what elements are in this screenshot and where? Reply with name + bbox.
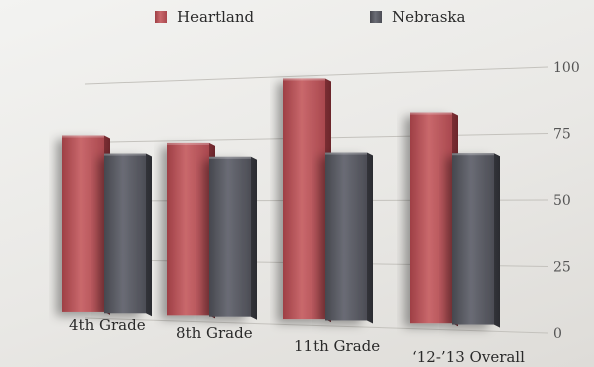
bar-nebraska-12-13-overall — [452, 153, 494, 325]
bar-heartland-8th-grade — [167, 142, 209, 316]
bar-heartland-12-13-overall — [410, 112, 452, 324]
gridline-0 — [84, 317, 549, 334]
gridline-100 — [84, 66, 549, 85]
legend-swatch-nebraska — [370, 11, 382, 23]
bar-highlight-nebraska-4th-grade — [104, 153, 146, 156]
y-axis: 0 25 50 75 100 — [553, 60, 580, 342]
bar-highlight-heartland-11th-grade — [283, 78, 325, 81]
legend-label-heartland: Heartland — [177, 8, 255, 26]
x-label-11th-grade: 11th Grade — [294, 337, 380, 355]
x-axis-labels: 4th Grade 8th Grade 11th Grade ‘12-’13 Over… — [69, 316, 525, 366]
bar-nebraska-4th-grade — [104, 153, 146, 314]
bar-heartland-4th-grade — [62, 135, 104, 312]
x-label-8th-grade: 8th Grade — [176, 324, 253, 342]
bar-highlight-heartland-4th-grade — [62, 135, 104, 138]
bar-side-nebraska-12-13-overall — [494, 153, 500, 328]
bar-highlight-nebraska-11th-grade — [325, 152, 367, 155]
bar-highlight-nebraska-12-13-overall — [452, 153, 494, 156]
y-tick-label-75: 75 — [553, 127, 571, 143]
y-tick-label-100: 100 — [553, 60, 580, 76]
bar-nebraska-11th-grade — [325, 152, 367, 321]
bar-nebraska-8th-grade — [209, 156, 251, 317]
bar-highlight-nebraska-8th-grade — [209, 156, 251, 159]
legend-label-nebraska: Nebraska — [392, 8, 466, 26]
x-label-4th-grade: 4th Grade — [69, 316, 146, 334]
bars — [62, 78, 500, 328]
y-tick-label-25: 25 — [553, 260, 571, 276]
legend-item-heartland: Heartland — [155, 8, 255, 26]
legend: Heartland Nebraska — [155, 8, 466, 26]
legend-swatch-heartland — [155, 11, 167, 23]
y-tick-label-50: 50 — [553, 193, 571, 209]
bar-heartland-11th-grade — [283, 78, 325, 320]
bar-side-nebraska-4th-grade — [146, 153, 152, 317]
legend-item-nebraska: Nebraska — [370, 8, 466, 26]
x-label-12-13-overall: ‘12-’13 Overall — [412, 348, 525, 366]
y-tick-label-0: 0 — [553, 326, 562, 342]
bar-highlight-heartland-12-13-overall — [410, 112, 452, 115]
bar-side-nebraska-11th-grade — [367, 152, 373, 324]
bar-side-nebraska-8th-grade — [251, 156, 257, 320]
bar-highlight-heartland-8th-grade — [167, 142, 209, 145]
